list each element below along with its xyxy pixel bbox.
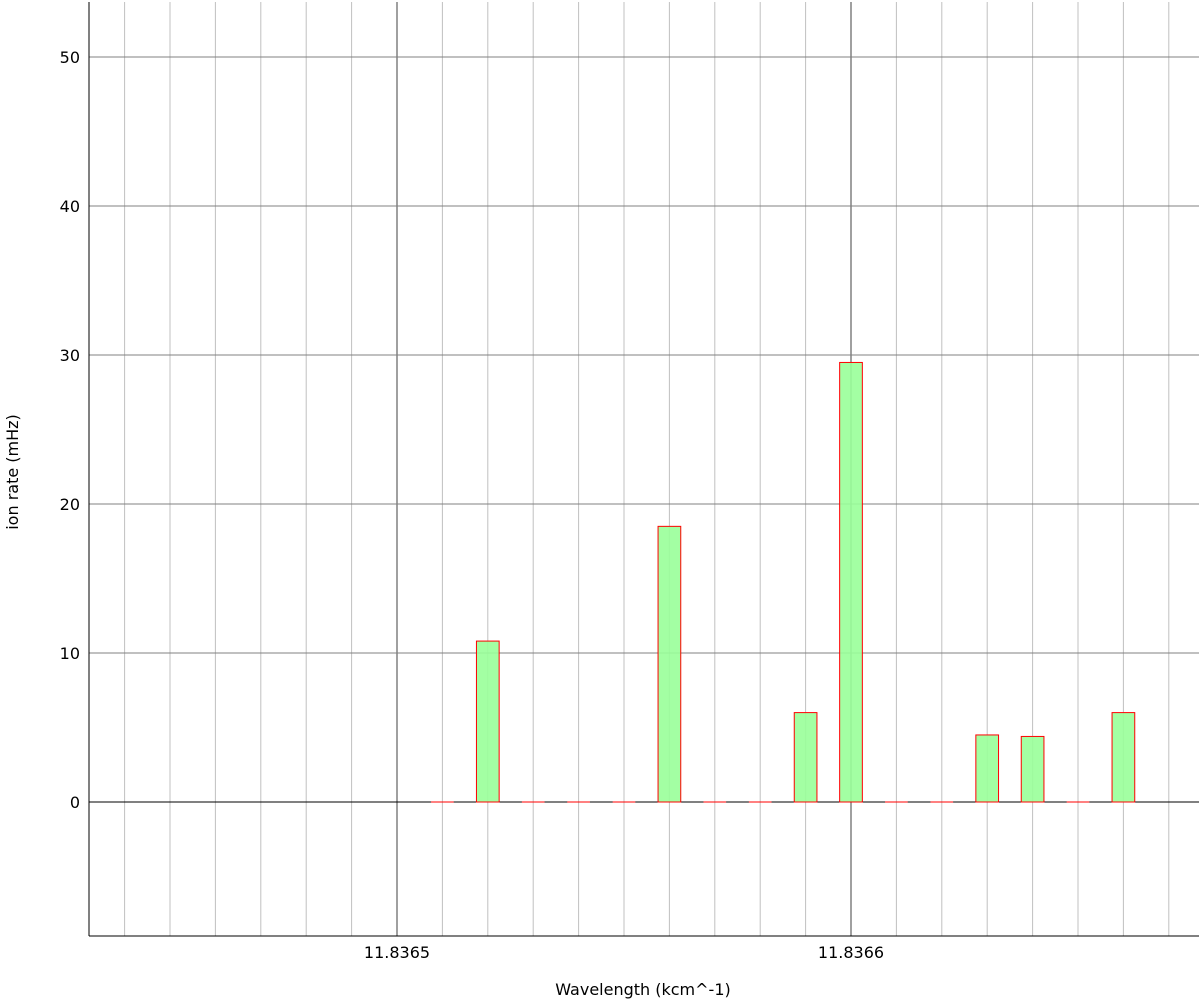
x-axis-label: Wavelength (kcm^-1)	[555, 980, 731, 999]
y-tick-label: 10	[60, 644, 80, 663]
histogram-bar	[975, 734, 1000, 803]
y-tick-label: 40	[60, 197, 80, 216]
histogram-bar	[839, 361, 863, 803]
histogram-bar	[1020, 735, 1045, 803]
x-tick-label: 11.8366	[818, 943, 884, 962]
y-tick-label: 20	[60, 495, 80, 514]
tick-labels: 11.8365 11.8366 0 10 20 30 40 50	[60, 48, 884, 962]
bars	[431, 361, 1136, 803]
x-tick-label: 11.8365	[364, 943, 430, 962]
histogram-bar	[475, 640, 500, 803]
y-axis-label: ion rate (mHz)	[3, 414, 22, 530]
histogram-bar	[657, 525, 682, 803]
y-tick-label: 50	[60, 48, 80, 67]
y-tick-label: 30	[60, 346, 80, 365]
histogram-bar	[793, 712, 818, 803]
histogram-bar	[1111, 712, 1136, 803]
y-tick-label: 0	[70, 793, 80, 812]
axes	[88, 2, 1199, 937]
